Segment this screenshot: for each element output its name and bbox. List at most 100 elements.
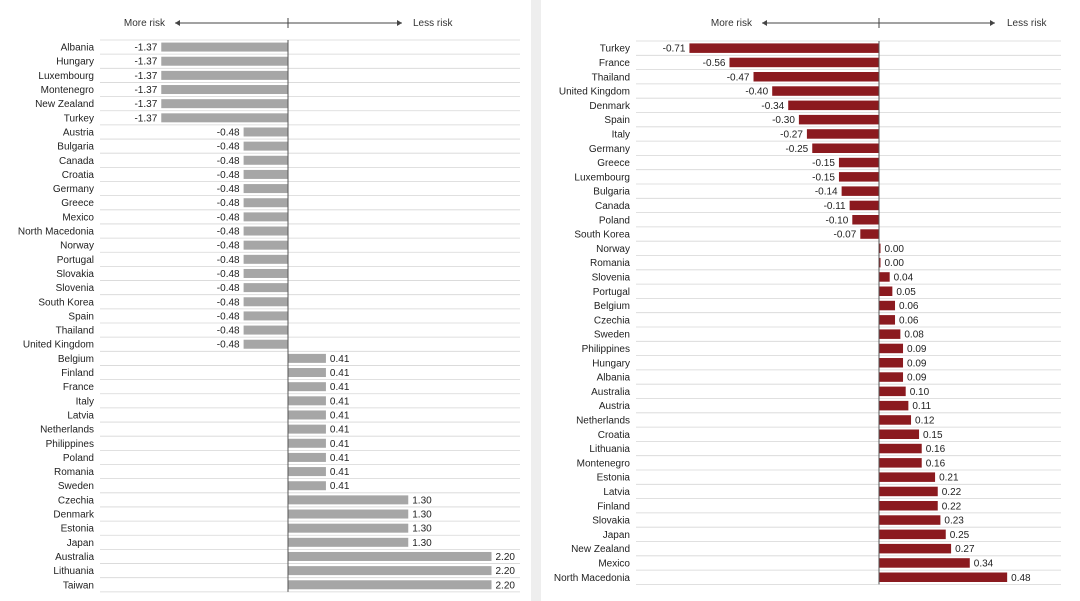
right-risk-chart: More risk Less risk Turkey -0.71 France -0.56… [554, 18, 1061, 585]
value-label: -0.47 [727, 72, 750, 83]
category-label: Latvia [67, 410, 94, 421]
category-label: Latvia [603, 487, 630, 498]
bar [243, 169, 288, 179]
value-label: -0.48 [217, 269, 240, 280]
bar [288, 396, 326, 406]
bar [879, 529, 946, 540]
left-chart-panel: More risk Less risk Albania -1.37 Hungary -1.… [0, 0, 531, 601]
category-label: Lithuania [53, 566, 94, 577]
category-label: Taiwan [63, 580, 94, 591]
category-label: Finland [597, 501, 630, 512]
value-label: 0.22 [942, 487, 962, 498]
value-label: 1.30 [412, 510, 432, 521]
value-label: 2.20 [496, 552, 516, 563]
category-label: Sweden [58, 481, 94, 492]
category-label: North Macedonia [554, 573, 631, 584]
value-label: -0.56 [703, 58, 726, 69]
value-label: 0.23 [944, 516, 964, 527]
category-label: Netherlands [576, 415, 630, 426]
value-label: -0.15 [812, 172, 835, 183]
category-label: Croatia [62, 170, 95, 181]
value-label: -1.37 [134, 57, 157, 68]
bar [288, 410, 326, 420]
bar [879, 286, 893, 296]
value-label: -0.15 [812, 158, 835, 169]
category-label: Greece [597, 158, 630, 169]
category-label: Australia [55, 552, 94, 563]
value-label: -0.10 [826, 215, 849, 226]
less-risk-label: Less risk [413, 18, 453, 29]
bar [879, 358, 904, 368]
category-label: Czechia [594, 315, 631, 326]
bar [879, 272, 890, 282]
bar [243, 339, 288, 349]
bar [852, 215, 879, 225]
value-label: -0.71 [663, 44, 686, 55]
value-label: -0.07 [834, 230, 857, 241]
value-label: -0.48 [217, 326, 240, 337]
category-label: Sweden [594, 330, 630, 341]
value-label: 0.41 [330, 368, 350, 379]
value-label: 0.04 [894, 272, 914, 283]
bar [243, 127, 288, 137]
value-label: 0.25 [950, 530, 970, 541]
category-label: Poland [599, 215, 630, 226]
value-label: 0.41 [330, 425, 350, 436]
value-label: 0.27 [955, 544, 975, 555]
value-label: -0.48 [217, 198, 240, 209]
category-label: Lithuania [589, 444, 630, 455]
category-label: United Kingdom [559, 87, 630, 98]
bar [772, 86, 879, 96]
bar [860, 229, 879, 239]
value-label: -1.37 [134, 85, 157, 96]
more-risk-label: More risk [711, 18, 753, 29]
bar [243, 311, 288, 321]
value-label: -0.48 [217, 227, 240, 238]
value-label: 0.15 [923, 430, 943, 441]
value-label: 0.06 [899, 301, 919, 312]
category-label: Slovenia [592, 272, 631, 283]
value-label: 0.16 [926, 444, 946, 455]
bar [288, 580, 492, 590]
left-risk-chart: More risk Less risk Albania -1.37 Hungary -1.… [18, 18, 520, 593]
category-label: South Korea [574, 230, 630, 241]
bar [288, 481, 326, 491]
value-label: 0.41 [330, 382, 350, 393]
value-label: 0.09 [907, 373, 927, 384]
arrow-right-icon [397, 20, 402, 26]
arrow-left-icon [175, 20, 180, 26]
bar [288, 452, 326, 462]
category-label: Finland [61, 368, 94, 379]
value-label: 0.09 [907, 344, 927, 355]
category-label: South Korea [38, 297, 94, 308]
category-label: Slovakia [56, 269, 94, 280]
value-label: 0.41 [330, 439, 350, 450]
value-label: -0.34 [761, 101, 784, 112]
bar [243, 240, 288, 250]
category-label: Romania [590, 258, 630, 269]
category-label: Philippines [46, 439, 94, 450]
category-label: Croatia [598, 430, 631, 441]
bar [288, 467, 326, 477]
category-label: Japan [603, 530, 630, 541]
value-label: -0.48 [217, 156, 240, 167]
bar [753, 72, 879, 82]
bar [841, 186, 879, 196]
bar [879, 329, 901, 339]
category-label: Albania [61, 43, 95, 54]
category-label: Belgium [594, 301, 630, 312]
value-label: 0.41 [330, 396, 350, 407]
category-label: Spain [68, 311, 94, 322]
bar [288, 353, 326, 363]
value-label: -0.48 [217, 283, 240, 294]
value-label: -0.14 [815, 187, 838, 198]
value-label: 0.16 [926, 458, 946, 469]
bar [879, 343, 904, 354]
category-label: Portugal [57, 255, 94, 266]
bar [161, 113, 288, 123]
value-label: -1.37 [134, 99, 157, 110]
category-label: Germany [53, 184, 94, 195]
value-label: -0.48 [217, 170, 240, 181]
value-label: -1.37 [134, 113, 157, 124]
category-label: Luxembourg [574, 172, 630, 183]
